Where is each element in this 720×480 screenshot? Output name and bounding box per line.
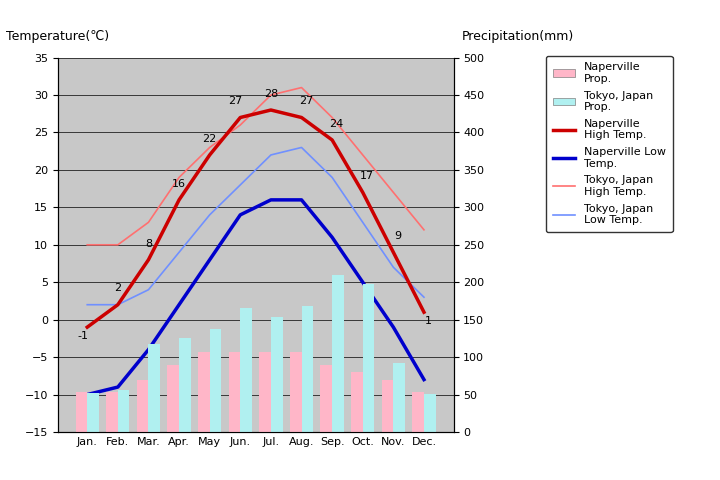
Bar bbox=[393, 363, 405, 432]
Bar bbox=[198, 352, 210, 432]
Bar bbox=[137, 380, 148, 432]
Bar bbox=[332, 275, 343, 432]
Text: 2: 2 bbox=[114, 284, 122, 293]
Bar bbox=[240, 309, 252, 432]
Text: Temperature(℃): Temperature(℃) bbox=[6, 30, 109, 43]
Text: 28: 28 bbox=[264, 89, 278, 99]
Text: 9: 9 bbox=[395, 231, 402, 241]
Text: 27: 27 bbox=[228, 96, 243, 106]
Text: 8: 8 bbox=[145, 239, 152, 249]
Bar bbox=[302, 306, 313, 432]
Text: Precipitation(mm): Precipitation(mm) bbox=[462, 30, 574, 43]
Text: 16: 16 bbox=[172, 179, 186, 189]
Bar bbox=[210, 329, 221, 432]
Bar bbox=[363, 285, 374, 432]
Bar bbox=[271, 317, 282, 432]
Text: -1: -1 bbox=[77, 331, 88, 341]
Bar bbox=[424, 394, 436, 432]
Legend: Naperville
Prop., Tokyo, Japan
Prop., Naperville
High Temp., Naperville Low
Temp: Naperville Prop., Tokyo, Japan Prop., Na… bbox=[546, 56, 672, 232]
Bar bbox=[229, 352, 240, 432]
Bar bbox=[76, 392, 87, 432]
Bar bbox=[290, 352, 302, 432]
Text: 22: 22 bbox=[202, 134, 217, 144]
Bar bbox=[87, 393, 99, 432]
Text: 24: 24 bbox=[330, 119, 344, 129]
Text: 17: 17 bbox=[360, 171, 374, 181]
Bar bbox=[351, 372, 363, 432]
Bar bbox=[148, 344, 160, 432]
Bar bbox=[179, 338, 191, 432]
Bar bbox=[107, 392, 118, 432]
Bar bbox=[413, 392, 424, 432]
Bar bbox=[382, 380, 393, 432]
Text: 27: 27 bbox=[299, 96, 313, 106]
Bar bbox=[168, 365, 179, 432]
Bar bbox=[320, 365, 332, 432]
Bar bbox=[118, 390, 130, 432]
Text: 1: 1 bbox=[425, 316, 432, 325]
Bar bbox=[259, 352, 271, 432]
